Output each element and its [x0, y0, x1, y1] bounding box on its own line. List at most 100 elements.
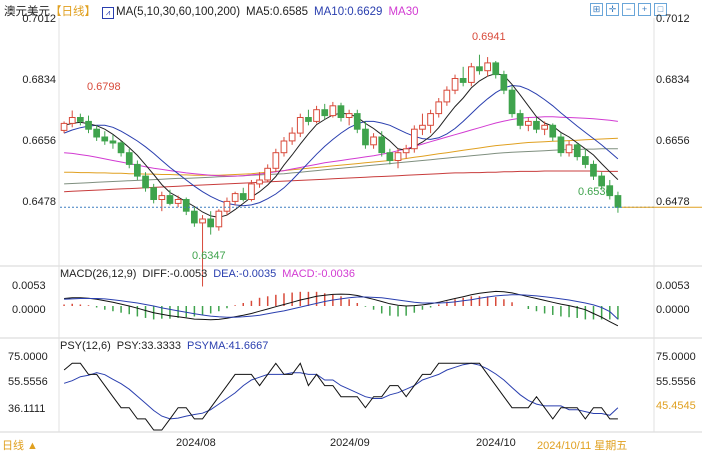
candle-body: [174, 199, 182, 204]
candle-body: [508, 89, 516, 115]
candle-body: [402, 148, 410, 154]
candle-body: [582, 156, 589, 165]
psy-y-tick-label: 36.1111: [8, 403, 46, 415]
macd-header: MACD(26,12,9) DIFF:-0.0053 DEA:-0.0035 MACD…: [60, 268, 361, 280]
psy-line: [63, 362, 618, 431]
plus-icon[interactable]: +: [638, 3, 651, 16]
candle-body: [541, 124, 548, 130]
candle-body: [68, 117, 76, 124]
crosshair-icon[interactable]: ✛: [606, 3, 619, 16]
candle-body: [435, 101, 443, 115]
ma200-line: [64, 170, 618, 193]
x-tick-label: 2024/09: [330, 437, 370, 449]
candle-body: [427, 113, 434, 126]
candle-body: [345, 113, 353, 118]
candle-body: [93, 128, 101, 138]
candle-body: [150, 187, 158, 201]
candle-body: [573, 144, 581, 158]
ma5-line: [63, 72, 619, 218]
candle-body: [468, 66, 475, 83]
candle-body: [484, 62, 491, 72]
psy-y-tick-label: 45.4545: [656, 400, 696, 412]
candle-body: [182, 199, 190, 212]
ma10-value: MA10:0.6629: [314, 6, 383, 18]
x-tick-label: 2024/10: [476, 437, 516, 449]
candle-body: [248, 183, 255, 200]
candle-body: [606, 185, 614, 197]
candle-body: [459, 78, 467, 83]
candle-body: [101, 136, 109, 142]
candle-body: [492, 62, 500, 76]
y-tick-label: 0.6478: [656, 196, 690, 208]
candle-body: [134, 163, 141, 177]
psy-title: PSY(12,6): [60, 340, 111, 352]
psyma-value: PSYMA:41.6667: [186, 340, 269, 352]
x-tick-label: 2024/08: [176, 437, 216, 449]
candle-body: [77, 117, 84, 122]
y-tick-label: 0.6834: [656, 74, 690, 86]
ma5-value: MA5:0.6585: [246, 6, 309, 18]
y-tick-label: 0.7012: [656, 13, 690, 25]
minus-icon[interactable]: −: [622, 3, 635, 16]
psy-y-tick-label: 55.5556: [656, 376, 696, 388]
candle-body: [199, 218, 206, 224]
candle-body: [207, 218, 215, 228]
ma-settings-icon[interactable]: ⩘: [102, 7, 114, 19]
candle-body: [533, 120, 540, 130]
y-tick-label: 0.6656: [22, 135, 56, 147]
period-tag[interactable]: 【日线】: [50, 6, 96, 18]
candle-body: [256, 179, 263, 185]
candle-body: [109, 140, 117, 144]
macd-y-tick-label: 0.0000: [12, 304, 46, 316]
price-header: 澳元美元【日线】 ⩘ MA(5,10,30,60,100,200) MA5:0.658…: [4, 3, 425, 19]
psy-y-tick-label: 55.5556: [8, 376, 48, 388]
candle-body: [411, 128, 418, 150]
candle-body: [288, 132, 296, 142]
candle-body: [476, 66, 483, 72]
box-icon[interactable]: □: [654, 3, 667, 16]
candle-body: [239, 193, 247, 201]
candle-body: [500, 74, 508, 91]
candle-body: [158, 195, 166, 201]
candle-body: [191, 210, 198, 224]
y-tick-label: 0.6834: [22, 74, 56, 86]
candle-body: [313, 109, 320, 122]
candle-body: [557, 136, 565, 154]
macd-value: MACD:-0.0036: [282, 268, 355, 280]
y-tick-label: 0.6478: [22, 196, 56, 208]
candle-body: [142, 175, 149, 189]
candle-body: [117, 142, 125, 154]
candle-body: [370, 136, 377, 146]
candle-body: [516, 113, 524, 126]
candle-body: [353, 113, 361, 130]
symbol-name: 澳元美元: [4, 6, 50, 18]
candle-body: [296, 117, 304, 134]
psy-header: PSY(12,6) PSY:33.3333 PSYMA:41.6667: [60, 340, 274, 352]
current-date-label: 2024/10/11 星期五: [537, 440, 628, 452]
candle-body: [525, 120, 532, 126]
macd-diff: DIFF:-0.0053: [142, 268, 208, 280]
candle-body: [362, 128, 369, 146]
candle-body: [598, 175, 605, 187]
low-price-label: 0.6347: [192, 250, 226, 262]
psy-y-tick-label: 75.0000: [656, 351, 696, 363]
macd-y-tick-label: 0.0053: [656, 280, 690, 292]
psy-y-tick-label: 75.0000: [8, 351, 48, 363]
period-selector[interactable]: 日线 ▲: [2, 440, 38, 452]
candle-body: [549, 124, 557, 138]
candle-body: [419, 124, 426, 130]
candle-body: [125, 152, 133, 165]
ma60-line: [64, 137, 618, 176]
candle-body: [215, 210, 223, 228]
candle-body: [85, 120, 92, 130]
last-low-price-label: 0.6536: [578, 186, 612, 198]
ma30-line: [64, 116, 618, 177]
macd-y-tick-label: 0.0053: [12, 280, 46, 292]
ma100-line: [64, 148, 618, 185]
candle-body: [321, 109, 329, 117]
macd-dea: DEA:-0.0035: [213, 268, 277, 280]
grid-icon[interactable]: ⊞: [590, 3, 603, 16]
candle-body: [451, 78, 459, 91]
psy-value: PSY:33.3333: [116, 340, 181, 352]
